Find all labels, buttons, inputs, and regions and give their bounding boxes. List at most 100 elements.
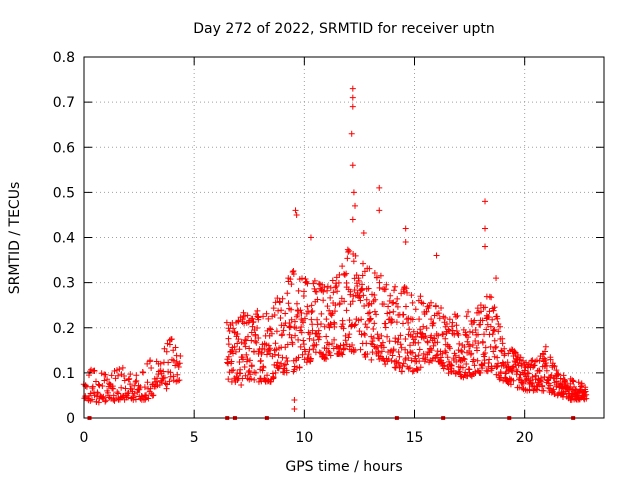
data-point [534,387,541,394]
x-tick-label: 0 [80,430,89,446]
data-point [265,315,272,322]
data-point [419,331,426,338]
data-point [361,303,368,310]
data-point [429,358,436,365]
data-point [141,384,148,391]
data-point [349,342,356,349]
data-point [508,367,515,374]
data-point [481,331,488,338]
data-point [304,303,311,310]
data-point [444,354,451,361]
data-point [407,342,414,349]
data-point [436,315,443,322]
data-point [430,319,437,326]
data-point [583,395,590,402]
data-point [341,345,348,352]
data-point [415,352,422,359]
data-point [442,314,449,321]
data-point [251,348,258,355]
data-point [121,377,128,384]
data-point [239,375,246,382]
data-point [311,285,318,292]
data-point [263,341,270,348]
data-point [308,309,315,316]
data-point [89,383,96,390]
data-point [432,303,439,310]
data-point [474,357,481,364]
data-point [420,300,427,307]
data-point [236,346,243,353]
data-point [408,357,415,364]
data-point [414,367,421,374]
data-point [488,294,495,301]
data-point [409,368,416,375]
data-point [244,356,251,363]
data-point [238,382,245,389]
data-point [331,336,338,343]
data-point [327,294,334,301]
data-point [453,327,460,334]
data-point [529,374,536,380]
data-point [543,367,550,374]
data-point [533,372,540,379]
data-point [294,312,301,319]
data-point [293,325,300,332]
chart-title: Day 272 of 2022, SRMTID for receiver upt… [193,21,495,37]
data-point [360,292,367,299]
data-point [361,330,368,337]
data-point [498,347,505,354]
data-point [302,275,309,282]
data-point [358,316,365,323]
data-point [542,348,549,355]
data-point [251,376,258,383]
data-point [493,343,500,350]
data-point [510,353,517,360]
data-point [396,353,403,360]
data-point [406,364,413,371]
data-point [393,319,400,326]
data-point [377,272,384,279]
data-point [380,301,387,308]
data-point [542,343,549,350]
data-point [380,344,387,351]
data-point [275,352,282,359]
data-point [352,252,359,259]
data-point [516,384,523,391]
data-point [408,292,415,299]
data-point [348,130,355,137]
data-point [293,300,300,307]
data-point [328,312,335,319]
data-point [316,333,323,340]
data-point [289,341,296,348]
data-point [393,300,400,307]
data-point [284,358,291,365]
data-point [475,331,482,338]
data-point [147,357,154,364]
data-point [291,318,298,325]
data-point [336,300,343,307]
data-point [442,349,449,356]
data-point [529,379,536,386]
data-point [346,331,353,338]
data-point [248,329,255,336]
data-point [486,308,493,315]
data-point [536,377,543,384]
data-point [325,341,332,348]
data-point [407,348,414,355]
data-point [378,348,385,355]
data-point [392,283,399,290]
data-point [333,283,340,290]
data-point [540,387,547,394]
data-point [423,325,430,332]
data-point [246,367,253,374]
data-point [320,288,327,295]
data-point [314,316,321,323]
data-point [417,326,424,333]
data-point [416,316,423,323]
y-tick-label: 0.4 [53,231,75,247]
data-point [413,365,420,372]
data-point [412,333,419,340]
data-point [303,359,310,366]
data-point [555,371,562,378]
data-point [99,382,106,389]
